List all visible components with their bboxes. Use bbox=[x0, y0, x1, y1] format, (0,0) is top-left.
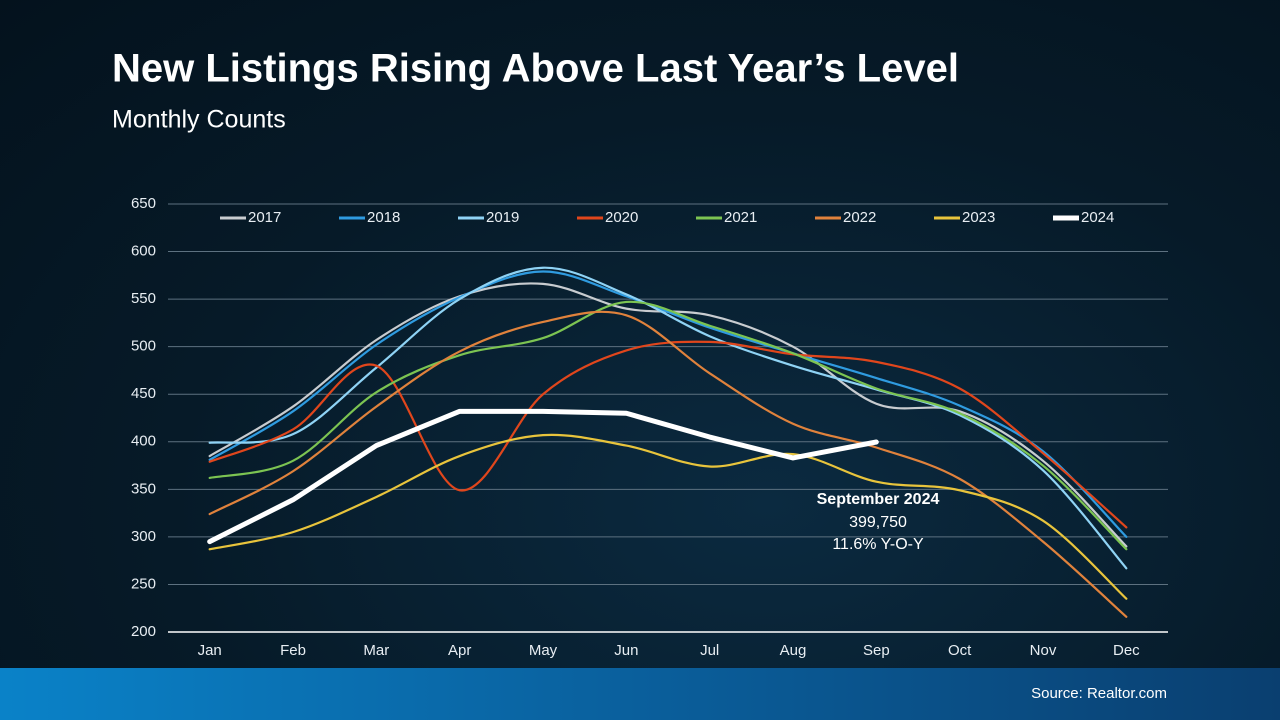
series-line bbox=[208, 340, 1128, 529]
y-tick-label: 400 bbox=[131, 433, 156, 450]
series-line bbox=[208, 310, 1128, 618]
grid: 200 250 300 350 400 450 500 550 600 650 Jan Feb Mar A… bbox=[131, 195, 1168, 659]
source: Source: Realtor.com bbox=[1031, 685, 1167, 702]
lines: 2017 2018 2019 2020 2021 2022 2023 2024 bbox=[207, 209, 1128, 618]
annotation-change: 11.6% Y-O-Y bbox=[832, 536, 924, 553]
annotation-value: 399,750 bbox=[849, 514, 907, 531]
x-tick-label: Nov bbox=[1030, 642, 1057, 659]
y-tick-label: 650 bbox=[131, 195, 156, 212]
legend-label: 2017 bbox=[248, 209, 281, 226]
x-tick-label: Sep bbox=[863, 642, 890, 659]
footer-band bbox=[0, 668, 1280, 720]
legend-label: 2023 bbox=[962, 209, 995, 226]
x-tick-label: Aug bbox=[780, 642, 807, 659]
legend-label: 2018 bbox=[367, 209, 400, 226]
y-tick-label: 350 bbox=[131, 480, 156, 497]
y-tick-label: 450 bbox=[131, 385, 156, 402]
x-tick-label: Jan bbox=[198, 642, 222, 659]
x-tick-label: May bbox=[529, 642, 558, 659]
series-line bbox=[207, 408, 879, 545]
legend-label: 2022 bbox=[843, 209, 876, 226]
y-tick-label: 600 bbox=[131, 243, 156, 260]
y-tick-label: 500 bbox=[131, 338, 156, 355]
x-tick-label: Apr bbox=[448, 642, 471, 659]
x-tick-label: Jun bbox=[614, 642, 638, 659]
x-tick-label: Mar bbox=[363, 642, 389, 659]
x-tick-label: Dec bbox=[1113, 642, 1140, 659]
legend-label: 2024 bbox=[1081, 209, 1114, 226]
x-tick-label: Feb bbox=[280, 642, 306, 659]
x-tick-label: Jul bbox=[700, 642, 719, 659]
y-tick-label: 200 bbox=[131, 623, 156, 640]
y-tick-label: 250 bbox=[131, 575, 156, 592]
legend-label: 2021 bbox=[724, 209, 757, 226]
series-line bbox=[208, 300, 1128, 551]
legend-label: 2019 bbox=[486, 209, 519, 226]
chart-title: New Listings Rising Above Last Year’s Le… bbox=[112, 47, 959, 91]
x-tick-label: Oct bbox=[948, 642, 972, 659]
series-line bbox=[208, 433, 1128, 600]
chart-subtitle: Monthly Counts bbox=[112, 106, 286, 134]
y-tick-label: 300 bbox=[131, 528, 156, 545]
y-tick-label: 550 bbox=[131, 290, 156, 307]
series-line bbox=[208, 266, 1128, 570]
legend-label: 2020 bbox=[605, 209, 638, 226]
series-line bbox=[208, 270, 1128, 538]
annotation-title: September 2024 bbox=[817, 491, 940, 508]
